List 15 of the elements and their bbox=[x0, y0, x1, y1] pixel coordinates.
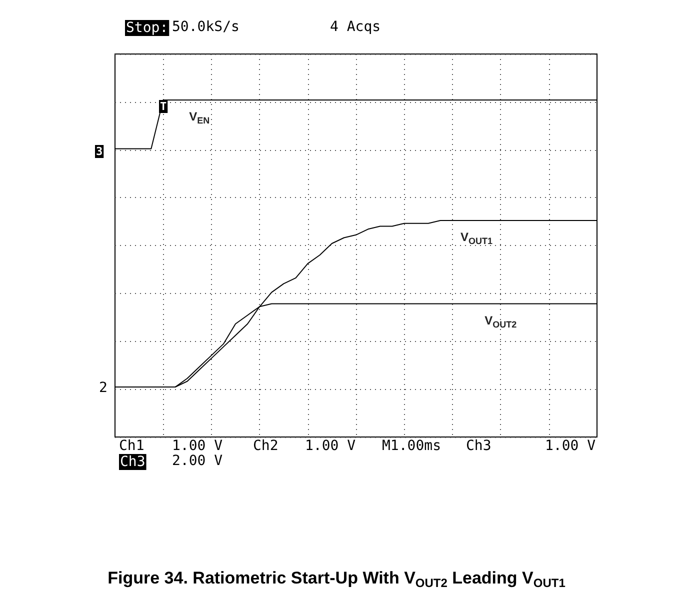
text: Ch3 bbox=[466, 438, 492, 454]
text: M1.00ms bbox=[382, 438, 442, 454]
text: Ch1 bbox=[119, 438, 144, 454]
text: Stop: bbox=[126, 20, 168, 36]
text: 4 Acqs bbox=[330, 19, 381, 35]
text: 50.0kS/s bbox=[172, 19, 240, 35]
text: 2 bbox=[99, 380, 108, 396]
text: Ch2 bbox=[253, 438, 278, 454]
annotation: T bbox=[160, 100, 167, 113]
text: 2.00 V bbox=[172, 453, 224, 469]
text: 1.00 V bbox=[545, 438, 596, 454]
text: 1.00 V bbox=[172, 438, 224, 454]
text: Ch3 bbox=[120, 454, 146, 470]
text: 3 bbox=[96, 145, 103, 158]
text: 1.00 V bbox=[305, 438, 356, 454]
